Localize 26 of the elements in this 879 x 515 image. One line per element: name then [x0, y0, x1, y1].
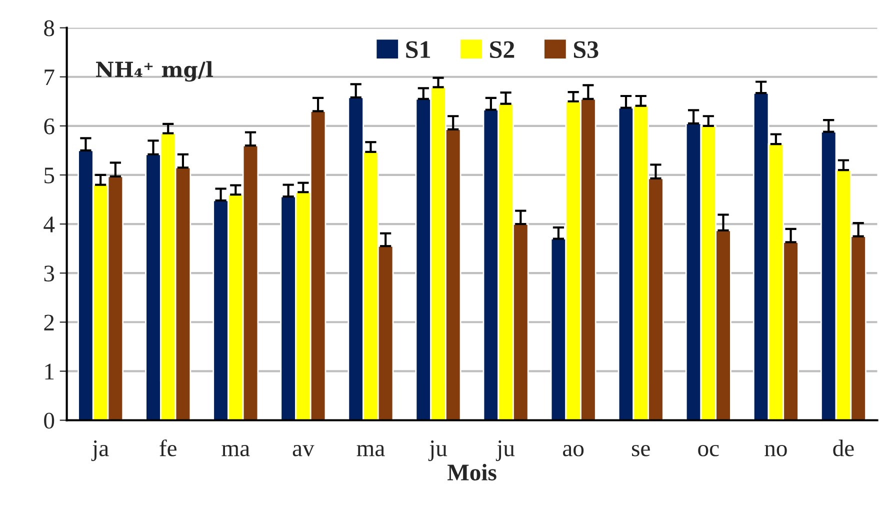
- x-tick-label: av: [292, 444, 314, 456]
- x-tick-label: ja: [91, 440, 109, 462]
- y-tick-label: 5: [44, 168, 54, 184]
- x-tick-label: oc: [698, 444, 719, 456]
- x-tick-label: fe: [160, 439, 176, 456]
- x-tick-label: de: [833, 440, 854, 456]
- y-tick-label: 7: [44, 70, 54, 86]
- x-axis-title: Mois: [448, 464, 496, 480]
- legend-label: S3: [574, 41, 598, 58]
- y-tick-label: 3: [44, 266, 54, 282]
- y-tick-label: 4: [44, 216, 55, 232]
- x-tick-label: ju: [496, 440, 515, 462]
- x-tick-label: ma: [222, 444, 250, 456]
- legend-label: S1: [406, 41, 430, 58]
- x-tick-label: no: [764, 444, 787, 456]
- text: NH₄⁺ mg/l: [96, 61, 213, 82]
- x-tick-label: ma: [356, 444, 385, 456]
- legend-label: S2: [490, 41, 514, 58]
- y-tick-label: 1: [45, 364, 54, 380]
- y-tick-label: 6: [44, 118, 54, 134]
- x-tick-label: ju: [428, 440, 448, 462]
- x-tick-label: se: [632, 444, 650, 456]
- y-tick-label: 8: [44, 20, 54, 36]
- y-tick-label: 2: [44, 314, 54, 330]
- x-tick-label: ao: [563, 444, 584, 456]
- y-tick-label: 0: [44, 412, 54, 429]
